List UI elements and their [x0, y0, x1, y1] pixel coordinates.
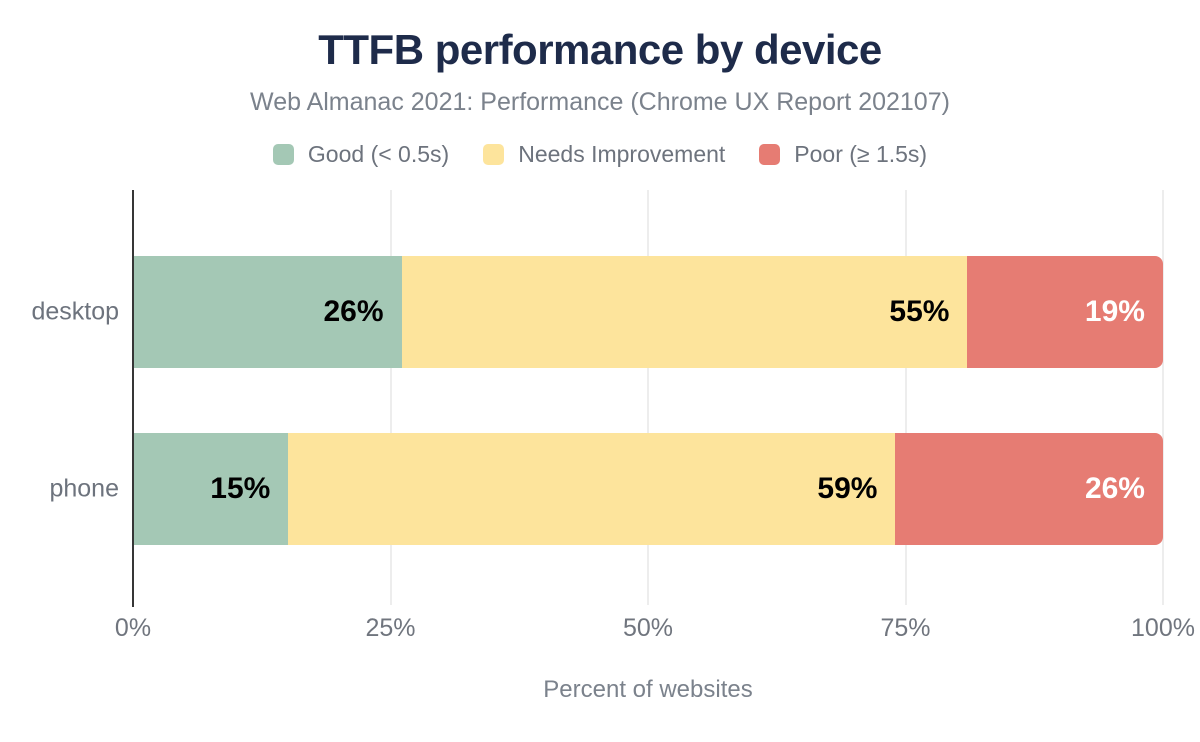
bar-value-label: 55% [889, 295, 950, 328]
legend-swatch-icon [272, 144, 294, 165]
x-tick-label-25: 25% [365, 614, 416, 642]
bar-segment-desktop-good-0-5s[interactable]: 26% [134, 256, 402, 368]
legend-item-poor-1-5s[interactable]: Poor (≥ 1.5s) [759, 141, 927, 168]
plot-area: desktop 26% 55% 19% phone 15% 59% 26% [31, 190, 1164, 607]
chart-subtitle: Web Almanac 2021: Performance (Chrome UX… [250, 88, 950, 116]
x-axis-ticks: 0% 25% 50% 75% 100% [115, 614, 1195, 644]
legend-item-needs-improvement[interactable]: Needs Improvement [483, 141, 725, 168]
x-tick-label-0: 0% [114, 614, 152, 642]
bar-value-label: 59% [817, 472, 878, 505]
bar-segment-desktop-needs-improvement[interactable]: 55% [401, 256, 968, 368]
legend-swatch-icon [759, 144, 781, 165]
gridline-50 [647, 190, 649, 605]
legend: Good (< 0.5s) Needs Improvement Poor (≥ 1.… [0, 141, 1200, 168]
bar-value-label: 26% [323, 295, 384, 328]
category-label-phone: phone [49, 474, 119, 503]
bar-value-label: 26% [1084, 472, 1145, 505]
gridline-25 [389, 190, 392, 605]
y-axis-line [132, 190, 134, 607]
legend-item-label: Good (< 0.5s) [307, 141, 450, 167]
legend-swatch-icon [483, 144, 505, 165]
bar-value-label: 19% [1084, 295, 1145, 328]
x-tick-label-50: 50% [622, 614, 674, 642]
bar-segment-phone-poor-1-5s[interactable]: 26% [895, 433, 1163, 545]
x-tick-label-100: 100% [1131, 614, 1195, 642]
bar-row-desktop: desktop 26% 55% 19% [31, 256, 1163, 368]
legend-item-label: Needs Improvement [518, 141, 726, 167]
bar-row-phone: phone 15% 59% 26% [49, 433, 1163, 545]
legend-item-label: Poor (≥ 1.5s) [794, 141, 928, 167]
legend-item-good-0-5s[interactable]: Good (< 0.5s) [272, 141, 450, 168]
bar-segment-desktop-poor-1-5s[interactable]: 19% [967, 256, 1163, 368]
gridline-75 [904, 190, 907, 605]
category-label-desktop: desktop [31, 297, 119, 326]
bar-value-label: 15% [210, 472, 271, 505]
x-tick-label-75: 75% [880, 614, 931, 642]
x-axis-title: Percent of websites [543, 676, 753, 703]
chart-title: TTFB performance by device [318, 26, 882, 73]
gridline-100 [1162, 190, 1164, 605]
bar-segment-phone-needs-improvement[interactable]: 59% [288, 433, 896, 545]
bar-segment-phone-good-0-5s[interactable]: 15% [134, 433, 289, 545]
